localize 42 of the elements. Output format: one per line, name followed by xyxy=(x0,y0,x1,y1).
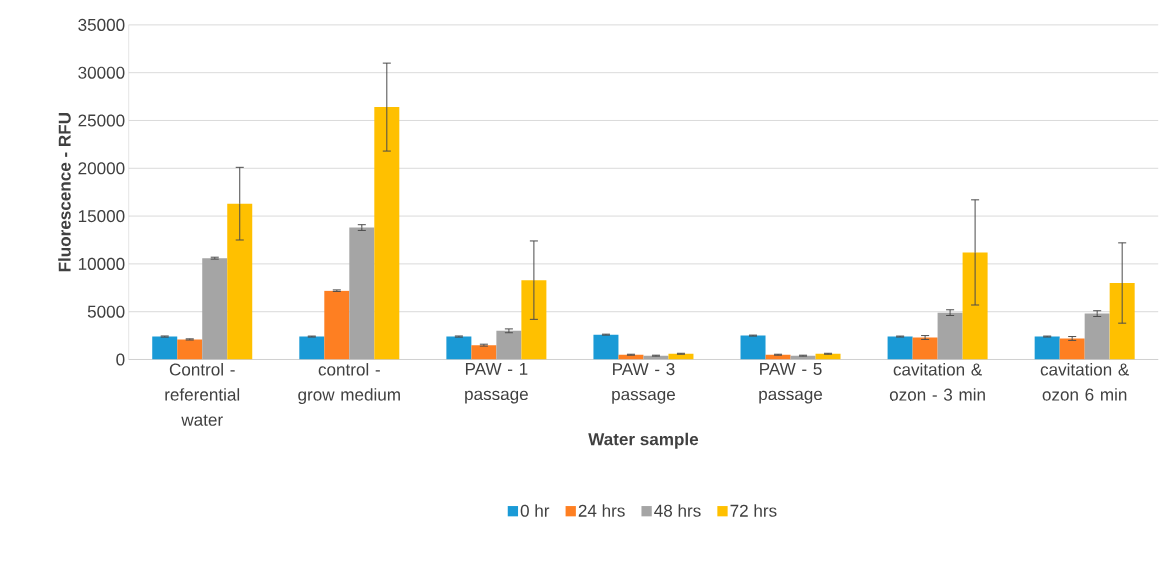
x-tick-label: cavitation & ozon 6 min xyxy=(1040,362,1130,401)
bar xyxy=(227,203,253,360)
bar xyxy=(1034,336,1060,360)
y-tick-label: 35000 xyxy=(78,18,125,31)
x-tick-label: PAW - 3 passage xyxy=(612,362,675,404)
bar xyxy=(496,330,522,360)
y-tick-label: 15000 xyxy=(78,209,125,223)
x-tick-label: PAW - 5 passage xyxy=(759,362,823,404)
bar xyxy=(446,336,472,360)
bar xyxy=(349,227,375,360)
bar xyxy=(1059,338,1085,360)
y-tick-label: 20000 xyxy=(78,162,125,175)
legend-label: 72 hrs xyxy=(730,504,777,517)
bar xyxy=(962,252,988,360)
y-tick-label: 10000 xyxy=(78,257,125,270)
bar xyxy=(912,337,938,360)
bar xyxy=(740,335,766,360)
legend-label: 24 hrs xyxy=(578,504,625,517)
x-tick-label: Control - referential water xyxy=(165,362,240,426)
bar xyxy=(521,280,547,360)
x-axis-title: Water sample xyxy=(588,432,699,449)
y-tick-label: 25000 xyxy=(78,114,125,127)
bar xyxy=(937,312,963,360)
bar xyxy=(374,107,400,360)
y-axis-title: Fluorescence - RFU xyxy=(58,112,71,272)
bar xyxy=(471,345,497,360)
bar xyxy=(593,334,619,360)
bar xyxy=(324,290,350,360)
bar xyxy=(887,336,913,360)
legend-label: 48 hrs xyxy=(654,504,701,517)
y-tick-label: 0 xyxy=(116,353,125,366)
bar xyxy=(202,258,228,360)
bar xyxy=(299,336,325,360)
bar xyxy=(152,336,178,360)
x-tick-label: control - grow medium xyxy=(298,362,400,405)
y-tick-label: 30000 xyxy=(78,66,125,79)
legend-label: 0 hr xyxy=(520,504,550,517)
x-tick-label: PAW - 1 passage xyxy=(465,362,528,404)
bar xyxy=(177,339,203,360)
y-tick-label: 5000 xyxy=(87,305,125,318)
x-tick-label: cavitation & ozon - 3 min xyxy=(889,362,985,401)
bar xyxy=(1084,313,1110,360)
